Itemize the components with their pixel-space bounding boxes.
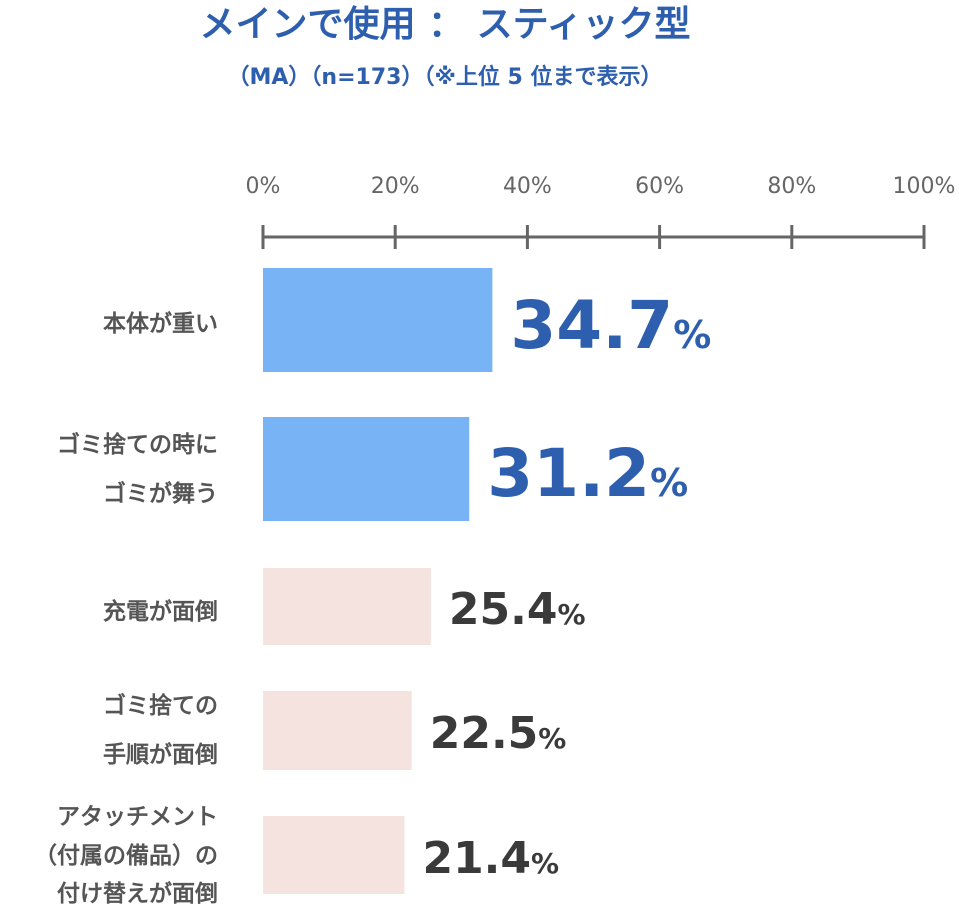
bar [263,691,412,770]
value-number: 21.4 [422,833,531,884]
value-label: 31.2% [487,435,688,512]
value-label: 34.7% [510,287,711,364]
value-label: 21.4% [422,833,559,884]
bar [263,417,470,521]
value-unit: % [673,313,711,357]
chart-title: メインで使用 ： スティック型 [200,4,691,45]
x-tick-label: 60% [635,174,684,199]
x-tick-label: 80% [767,174,816,199]
value-unit: % [531,847,559,880]
value-unit: % [650,461,688,505]
value-number: 25.4 [449,584,558,635]
category-label: 付け替えが面倒 [57,880,218,907]
value-unit: % [557,598,585,631]
chart-subtitle: （MA）（n=173）（※上位 5 位まで表示） [228,64,663,90]
x-tick-label: 20% [371,174,420,199]
bar [263,568,431,645]
value-number: 31.2 [487,435,650,512]
category-label: （付属の備品）の [34,842,218,869]
category-label: ゴミ捨ての時に [57,431,218,458]
category-label: 充電が面倒 [103,598,218,625]
category-label: ゴミが舞う [103,480,218,507]
value-number: 34.7 [510,287,673,364]
category-label: 本体が重い [103,310,218,337]
x-tick-label: 40% [503,174,552,199]
bar [263,268,493,372]
value-label: 25.4% [449,584,586,635]
bar [263,816,405,894]
category-label: ゴミ捨ての [103,692,218,719]
x-tick-label: 100% [893,174,956,199]
value-number: 22.5 [430,708,539,759]
x-tick-label: 0% [246,174,281,199]
value-unit: % [538,722,566,755]
value-label: 22.5% [430,708,567,759]
category-label: 手順が面倒 [103,741,218,768]
category-label: アタッチメント [57,804,218,830]
